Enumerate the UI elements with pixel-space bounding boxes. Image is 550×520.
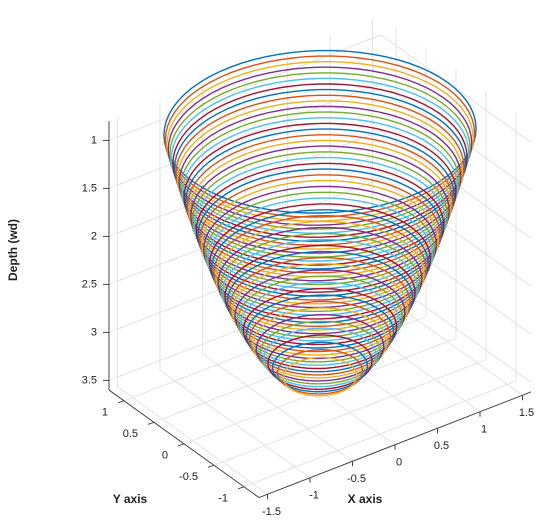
y-tick-label: -1 — [218, 493, 228, 505]
ring — [178, 105, 462, 254]
z-tick-label: 3.5 — [82, 374, 97, 386]
x-tick-label: 1.5 — [519, 407, 534, 419]
grid-line — [108, 34, 382, 141]
y-axis-title: Y axis — [113, 492, 148, 506]
ring — [176, 100, 464, 250]
x-tick-label: 0 — [396, 457, 402, 469]
ring — [167, 66, 473, 226]
z-tick-label: 2.5 — [82, 278, 97, 290]
ring — [200, 179, 440, 305]
x-tick-label: -1.5 — [262, 506, 281, 518]
grid-line — [108, 274, 382, 381]
grid-line — [213, 359, 487, 466]
ring — [199, 174, 441, 301]
grid-line — [243, 380, 517, 488]
y-tick-label: 0.5 — [123, 428, 138, 440]
ring — [282, 356, 358, 397]
ring — [210, 209, 430, 324]
grid-line — [380, 178, 532, 287]
y-tick — [177, 443, 185, 447]
z-tick-label: 1.5 — [82, 182, 97, 194]
x-axis-title: X axis — [348, 492, 383, 506]
x-tick-label: 0.5 — [434, 440, 449, 452]
x-tick-label: -1 — [309, 490, 319, 502]
y-tick-label: -0.5 — [179, 471, 198, 483]
y-tick — [237, 486, 245, 490]
z-tick-label: 1 — [91, 134, 97, 146]
z-tick-label: 3 — [91, 326, 97, 338]
y-tick-label: 0 — [162, 450, 168, 462]
grid-line — [380, 226, 532, 335]
z-axis-title: Depth (wd) — [6, 219, 20, 281]
x-tick-label: 1 — [481, 424, 487, 436]
y-tick-label: 1 — [102, 407, 108, 419]
y-tick — [147, 421, 155, 425]
y-tick — [207, 464, 215, 468]
y-tick — [117, 400, 125, 404]
ring — [169, 72, 471, 230]
ring — [276, 349, 364, 395]
x-tick-label: -0.5 — [347, 473, 366, 485]
z-tick-label: 2 — [91, 230, 97, 242]
